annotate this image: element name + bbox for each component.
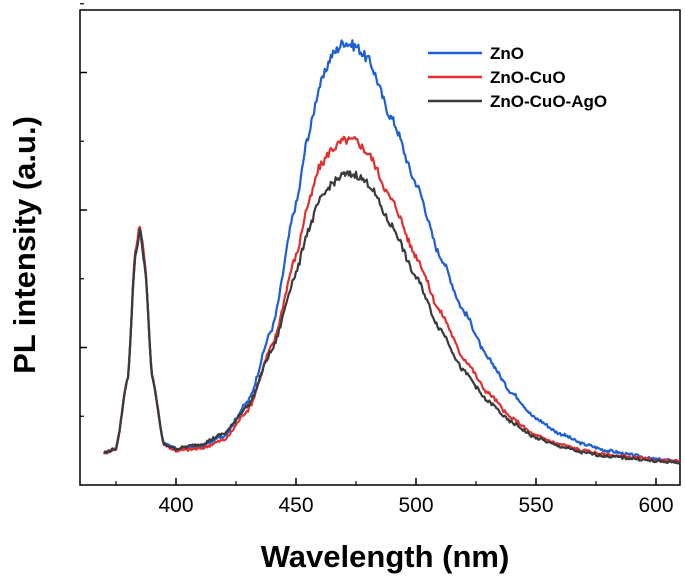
x-axis-ticks: 400 450 500 550 600: [115, 478, 674, 517]
x-tick-label: 400: [158, 494, 193, 517]
x-tick-label: 500: [398, 494, 433, 517]
plot-frame: [79, 9, 681, 486]
x-axis-title: Wavelength (nm): [261, 539, 510, 574]
x-tick-label: 550: [518, 494, 553, 517]
series-line-zno-cuo: [103, 135, 681, 464]
legend-label: ZnO: [490, 44, 524, 63]
legend-label: ZnO-CuO-AgO: [490, 92, 607, 111]
y-axis-title: PL intensity (a.u.): [7, 116, 42, 374]
series-line-zno-cuo-ago: [103, 170, 681, 465]
legend-label: ZnO-CuO: [490, 68, 566, 87]
x-tick-label: 450: [278, 494, 313, 517]
y-axis-ticks: [80, 3, 87, 417]
legend: ZnO ZnO-CuO ZnO-CuO-AgO: [428, 44, 607, 111]
series-layer: [103, 39, 681, 465]
x-tick-label: 600: [638, 494, 673, 517]
